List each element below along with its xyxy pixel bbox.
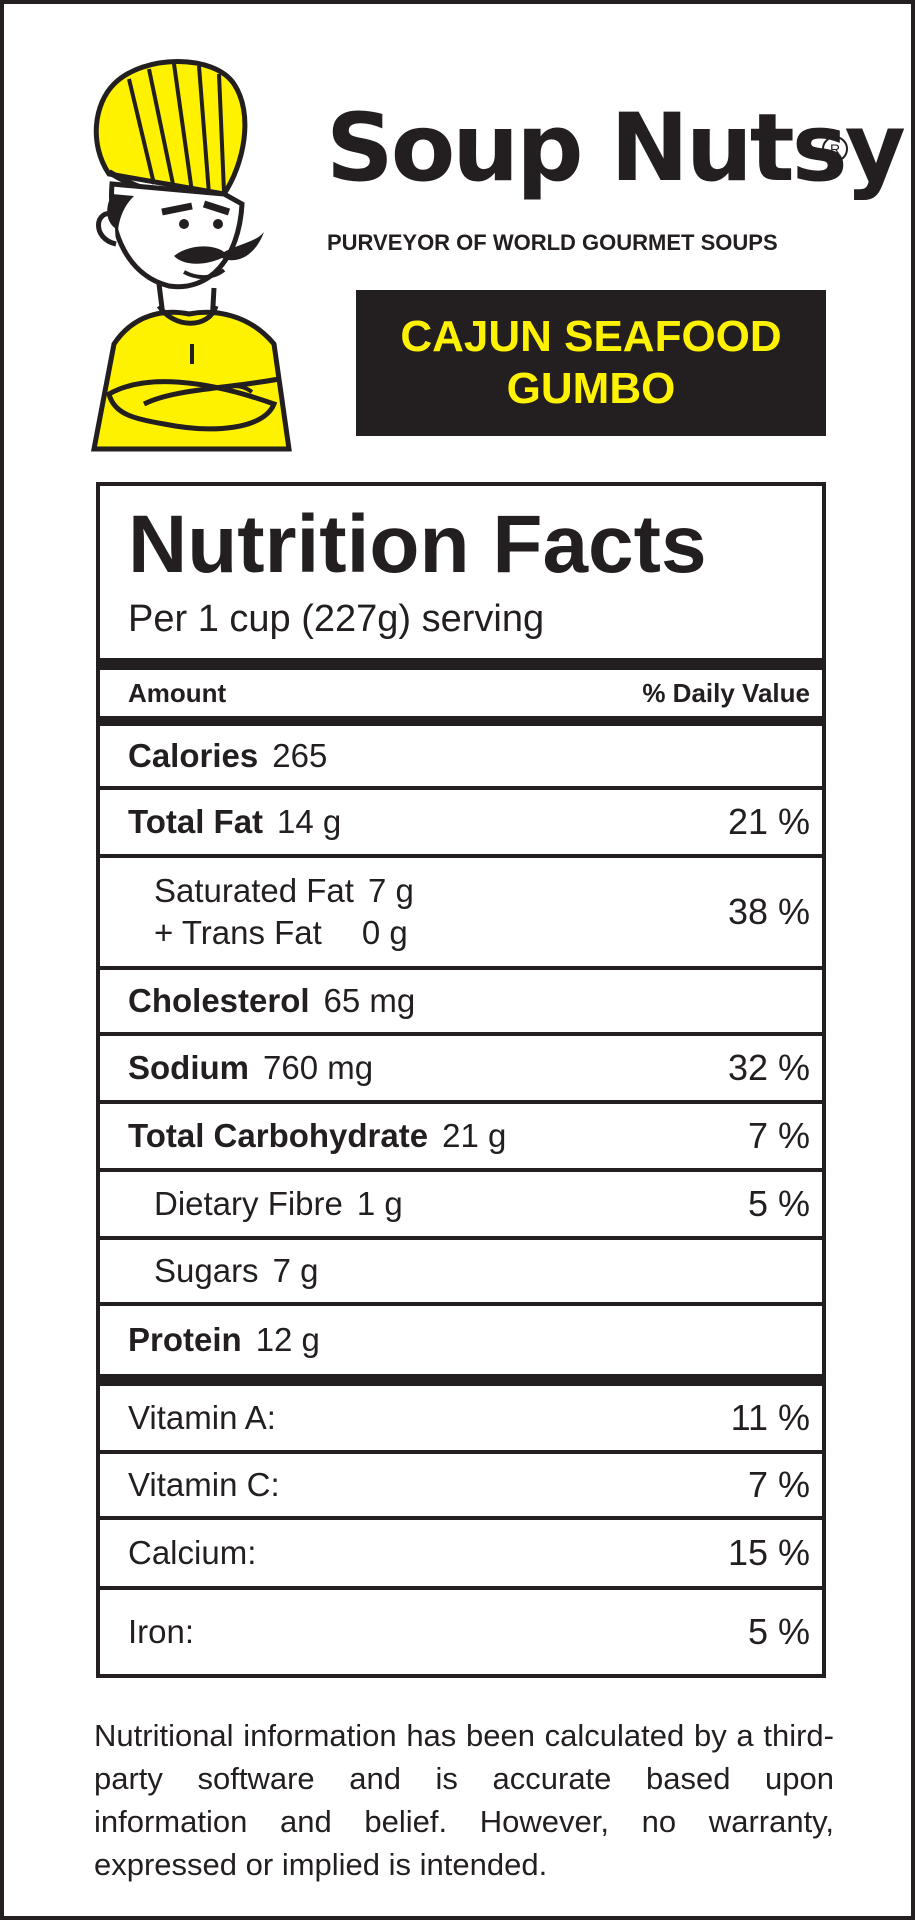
divider — [100, 1516, 822, 1520]
amount-header: Amount — [128, 677, 227, 708]
total-carbohydrate-dv: 7 % — [747, 1115, 810, 1156]
vitamin-row: Vitamin A: 11 % — [100, 1386, 822, 1450]
protein-row: Protein 12 g — [100, 1306, 822, 1374]
vitamin-row: Calcium: 15 % — [100, 1520, 822, 1586]
divider — [100, 1236, 822, 1240]
product-name-box: CAJUN SEAFOOD GUMBO — [356, 290, 826, 436]
sugars-row: Sugars 7 g — [100, 1240, 822, 1302]
total-fat-value: 14 g — [277, 803, 342, 840]
vitamin-a-label: Vitamin A: — [128, 1399, 276, 1436]
registered-mark: R — [822, 136, 848, 162]
trans-fat-value: 0 g — [361, 914, 408, 951]
vitamin-c-dv: 7 % — [747, 1464, 810, 1505]
fat-detail-row: Saturated Fat 7 g + Trans Fat 0 g 38 % — [100, 858, 822, 966]
protein-value: 12 g — [255, 1321, 320, 1358]
sodium-value: 760 mg — [263, 1049, 374, 1086]
dietary-fibre-value: 1 g — [356, 1185, 403, 1222]
sugars-label: Sugars — [154, 1252, 259, 1289]
nutrition-facts-title: Nutrition Facts — [128, 499, 707, 590]
nutrition-facts-panel: Nutrition Facts Per 1 cup (227g) serving… — [96, 482, 826, 1678]
cholesterol-row: Cholesterol 65 mg — [100, 970, 822, 1032]
iron-dv: 5 % — [747, 1611, 810, 1652]
divider — [100, 1100, 822, 1104]
iron-label: Iron: — [128, 1613, 195, 1650]
saturated-fat-label: Saturated Fat — [154, 872, 354, 909]
total-fat-dv: 21 % — [727, 801, 810, 842]
dietary-fibre-label: Dietary Fibre — [154, 1185, 343, 1222]
total-carbohydrate-label: Total Carbohydrate — [128, 1117, 429, 1154]
daily-value-header-label: % Daily Value — [642, 677, 810, 708]
vitamin-row: Vitamin C: 7 % — [100, 1454, 822, 1516]
vitamin-c-label: Vitamin C: — [128, 1466, 280, 1503]
divider — [100, 1168, 822, 1172]
calories-label: Calories — [128, 737, 259, 774]
thick-divider — [100, 658, 822, 670]
divider — [100, 716, 822, 726]
divider — [100, 966, 822, 970]
product-name-line2: GUMBO — [506, 364, 676, 413]
protein-label: Protein — [128, 1321, 242, 1358]
total-carbohydrate-row: Total Carbohydrate 21 g 7 % — [100, 1104, 822, 1168]
product-name-line1: CAJUN SEAFOOD — [400, 312, 782, 361]
vitamin-a-dv: 11 % — [730, 1397, 810, 1438]
saturated-fat-dv: 38 % — [727, 891, 810, 932]
sodium-dv: 32 % — [727, 1047, 810, 1088]
total-carbohydrate-value: 21 g — [442, 1117, 507, 1154]
serving-size: Per 1 cup (227g) serving — [128, 598, 545, 640]
vitamin-row: Iron: 5 % — [100, 1590, 822, 1674]
divider — [100, 1032, 822, 1036]
divider — [100, 854, 822, 858]
dietary-fibre-row: Dietary Fibre 1 g 5 % — [100, 1172, 822, 1236]
calcium-dv: 15 % — [727, 1532, 810, 1573]
daily-value-header: Amount % Daily Value — [100, 670, 822, 716]
thick-divider — [100, 1374, 822, 1386]
total-fat-label: Total Fat — [128, 803, 264, 840]
calories-row: Calories 265 — [100, 726, 822, 786]
divider — [100, 1302, 822, 1306]
disclaimer-text: Nutritional information has been calcula… — [94, 1718, 834, 1882]
saturated-fat-value: 7 g — [367, 872, 414, 909]
cholesterol-value: 65 mg — [323, 982, 416, 1019]
divider — [100, 1450, 822, 1454]
calories-value: 265 — [272, 737, 328, 774]
cholesterol-label: Cholesterol — [128, 982, 310, 1019]
sugars-value: 7 g — [272, 1252, 319, 1289]
sodium-row: Sodium 760 mg 32 % — [100, 1036, 822, 1100]
brand-name: Soup Nutsy — [326, 94, 906, 203]
dietary-fibre-dv: 5 % — [747, 1183, 810, 1224]
trans-fat-label: + Trans Fat — [154, 914, 322, 951]
total-fat-row: Total Fat 14 g 21 % — [100, 790, 822, 854]
divider — [100, 1586, 822, 1590]
sodium-label: Sodium — [128, 1049, 249, 1086]
calcium-label: Calcium: — [128, 1534, 257, 1571]
divider — [100, 786, 822, 790]
chef-mascot-icon — [90, 59, 292, 452]
brand-tagline: PURVEYOR OF WORLD GOURMET SOUPS — [327, 230, 778, 255]
